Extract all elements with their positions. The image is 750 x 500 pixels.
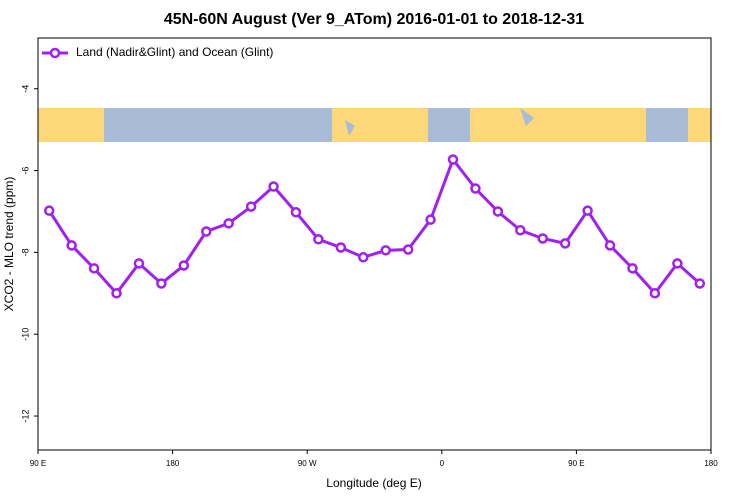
y-tick-label: -10 (20, 328, 30, 341)
x-axis-label: Longitude (deg E) (326, 476, 421, 490)
data-point (582, 205, 593, 216)
y-tick-label: -8 (20, 248, 30, 256)
x-tick-label: 180 (166, 459, 180, 468)
data-point (156, 278, 167, 289)
x-tick-label: 90 E (30, 459, 46, 468)
chart-title: 45N-60N August (Ver 9_ATom) 2016-01-01 t… (164, 11, 584, 28)
y-axis-label: XCO2 - MLO trend (ppm) (2, 177, 16, 312)
data-point (559, 238, 571, 249)
data-point (515, 225, 526, 236)
data-point (88, 263, 100, 274)
x-tick-label: 90 E (568, 459, 584, 468)
data-point (43, 205, 55, 216)
data-point (133, 258, 145, 269)
data-point (447, 154, 459, 165)
data-point (649, 288, 661, 299)
y-tick-label: -6 (20, 167, 30, 175)
data-point (245, 201, 257, 212)
data-point (223, 218, 234, 229)
data-point (380, 245, 391, 256)
y-tick-label: -12 (20, 410, 30, 423)
map-band (38, 108, 711, 142)
data-point (694, 278, 706, 289)
data-point (335, 242, 347, 253)
data-point (627, 263, 638, 274)
data-point (66, 240, 77, 251)
data-point (201, 226, 212, 237)
data-point (470, 183, 481, 194)
x-tick-label: 0 (440, 459, 445, 468)
data-point (492, 206, 504, 217)
series-line (47, 156, 701, 296)
data-point (111, 288, 122, 299)
data-point (604, 240, 616, 251)
data-point (358, 252, 369, 263)
data-point (402, 244, 414, 255)
data-point (425, 214, 436, 225)
data-point (268, 181, 279, 192)
data-point (672, 258, 683, 269)
y-tick-label: -4 (20, 85, 30, 93)
x-tick-label: 180 (704, 459, 718, 468)
legend-marker (49, 47, 61, 59)
data-point (537, 233, 548, 244)
data-point (178, 260, 190, 271)
plot-frame (37, 37, 712, 451)
data-point (290, 207, 302, 218)
data-point (313, 234, 324, 245)
x-tick-label: 90 W (298, 459, 317, 468)
legend-label: Land (Nadir&Glint) and Ocean (Glint) (76, 45, 273, 59)
